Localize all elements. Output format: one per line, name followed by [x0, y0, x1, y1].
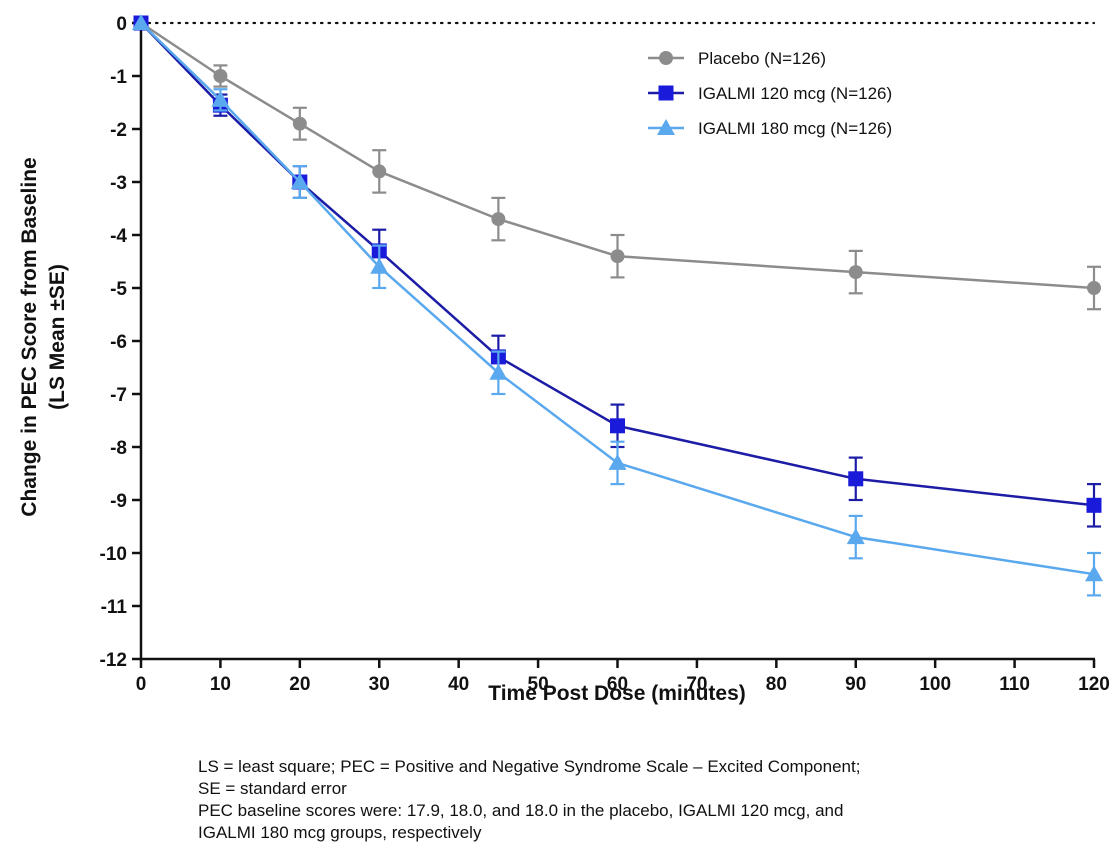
- x-tick-label: 30: [369, 674, 390, 695]
- series-line: [140, 22, 1095, 576]
- x-tick-label: 100: [919, 674, 951, 695]
- x-tick-label: 120: [1078, 674, 1110, 695]
- series-line: [140, 21, 1095, 290]
- y-tick-label: -8: [110, 438, 127, 459]
- y-axis-label-line-2: (LS Mean ±SE): [46, 264, 69, 410]
- footnote-line-1: LS = least square; PEC = Positive and Ne…: [198, 757, 861, 776]
- x-tick-label: 40: [448, 674, 469, 695]
- x-tick-label: 0: [136, 674, 147, 695]
- data-point: [848, 265, 863, 280]
- legend-item-2: IGALMI 120 mcg (N=126): [648, 84, 892, 103]
- data-point: [848, 471, 864, 487]
- footnote-line-4: IGALMI 180 mcg groups, respectively: [198, 823, 482, 842]
- legend-label: Placebo (N=126): [698, 49, 826, 68]
- y-tick-label: -6: [110, 332, 127, 353]
- data-point: [372, 164, 387, 179]
- footnote-line-3: PEC baseline scores were: 17.9, 18.0, an…: [198, 801, 844, 820]
- data-point: [491, 212, 506, 227]
- x-tick-label: 110: [999, 674, 1030, 695]
- series-layer: [132, 14, 1103, 597]
- legend: Placebo (N=126) IGALMI 120 mcg (N=126) IGA…: [648, 49, 892, 138]
- y-tick-label: 0: [116, 14, 127, 35]
- data-point: [1086, 497, 1102, 513]
- data-point: [846, 528, 865, 545]
- footnote: LS = least square; PEC = Positive and Ne…: [198, 756, 1078, 844]
- legend-label: IGALMI 180 mcg (N=126): [698, 119, 892, 138]
- y-tick-label: -4: [110, 226, 127, 247]
- x-axis-label: Time Post Dose (minutes): [488, 682, 746, 705]
- data-point: [213, 69, 228, 83]
- y-axis-label-line-1: Change in PEC Score from Baseline: [18, 157, 41, 516]
- y-tick-label: -2: [110, 120, 127, 141]
- series-line: [140, 22, 1095, 507]
- data-point: [610, 418, 625, 434]
- y-tick-label: -10: [100, 544, 127, 565]
- axes: 0 -1 -2 -3 -4 -5 -6 -7 -8 -9 -10 -11 -12 0 10 20 30 40 50 6…: [100, 14, 1110, 695]
- legend-label: IGALMI 120 mcg (N=126): [698, 84, 892, 103]
- legend-item-1: Placebo (N=126): [648, 49, 826, 68]
- y-tick-label: -5: [110, 279, 127, 300]
- x-tick-label: 50: [528, 674, 549, 695]
- y-axis-label: Change in PEC Score from Baseline (LS Me…: [18, 157, 69, 516]
- data-point: [292, 116, 307, 131]
- data-point: [489, 363, 508, 380]
- legend-item-3: IGALMI 180 mcg (N=126): [648, 119, 892, 138]
- data-point: [211, 90, 230, 107]
- x-tick-label: 20: [289, 674, 310, 695]
- data-point: [610, 249, 625, 264]
- x-tick-label: 60: [607, 674, 628, 695]
- data-point: [1085, 565, 1103, 582]
- y-tick-label: -11: [101, 597, 128, 618]
- x-tick-label: 70: [686, 674, 707, 695]
- data-point: [608, 453, 627, 470]
- legend-swatch-marker: [657, 119, 675, 135]
- series-1: [134, 16, 1101, 311]
- y-tick-label: -7: [110, 385, 127, 406]
- x-tick-label: 10: [210, 674, 231, 695]
- data-point: [290, 173, 309, 189]
- data-point: [1087, 281, 1101, 295]
- x-tick-label: 80: [766, 674, 787, 695]
- y-tick-label: -9: [110, 491, 127, 512]
- data-point: [132, 14, 150, 30]
- legend-swatch-marker: [659, 51, 673, 65]
- footnote-line-2: SE = standard error: [198, 779, 347, 798]
- line-chart: 0 -1 -2 -3 -4 -5 -6 -7 -8 -9 -10 -11 -12 0 10 20 30 40 50 6…: [18, 14, 1110, 705]
- x-tick-label: 90: [845, 674, 866, 695]
- y-tick-label: -3: [110, 173, 127, 194]
- y-tick-label: -12: [100, 650, 127, 671]
- data-point: [370, 257, 389, 274]
- series-3: [132, 14, 1103, 597]
- legend-swatch-marker: [658, 85, 674, 101]
- y-tick-label: -1: [110, 67, 127, 88]
